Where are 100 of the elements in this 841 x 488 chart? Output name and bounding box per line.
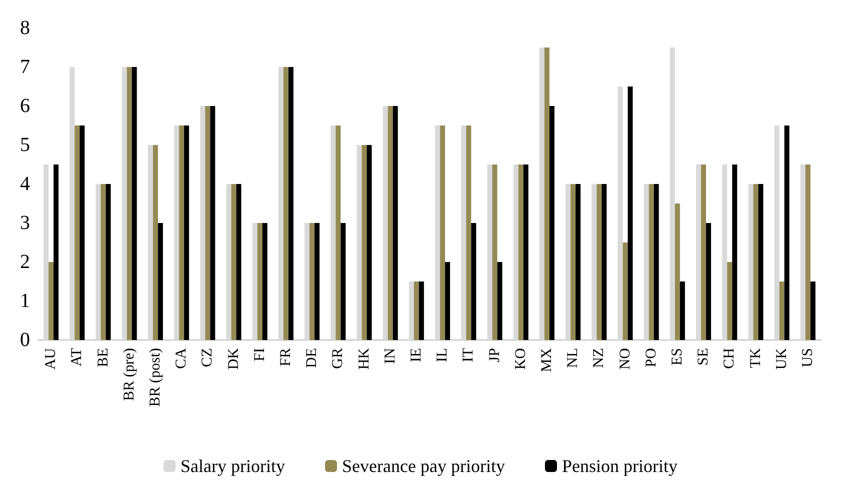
- bar: [576, 184, 581, 340]
- bar: [152, 145, 158, 340]
- bar: [445, 262, 450, 340]
- legend-label: Salary priority: [180, 456, 286, 476]
- x-tick-label: TK: [748, 348, 764, 368]
- x-tick-label: IT: [460, 348, 477, 362]
- legend-label: Pension priority: [562, 456, 678, 476]
- x-tick-label: CA: [174, 348, 190, 369]
- bar: [80, 126, 85, 340]
- bar: [544, 48, 550, 340]
- bar: [74, 126, 80, 340]
- bar: [340, 223, 346, 340]
- bar: [758, 184, 764, 340]
- bar: [784, 126, 790, 340]
- x-tick-label: FR: [278, 348, 294, 366]
- x-tick-label: AU: [43, 348, 60, 370]
- y-tick-label: 7: [20, 56, 30, 78]
- bar: [106, 184, 111, 340]
- bar: [654, 184, 659, 340]
- bar: [492, 164, 498, 340]
- bar: [362, 145, 367, 340]
- y-tick-label: 0: [20, 329, 30, 351]
- x-tick-label: KO: [512, 348, 529, 370]
- x-tick-label: DE: [304, 348, 320, 368]
- bar: [497, 262, 502, 340]
- y-tick-label: 3: [20, 212, 30, 234]
- x-tick-label: FI: [252, 348, 268, 362]
- bar: [466, 126, 472, 340]
- bar: [701, 164, 706, 340]
- bar: [753, 184, 758, 340]
- bar: [706, 223, 712, 340]
- bar: [570, 184, 576, 340]
- bar: [231, 184, 236, 340]
- x-tick-label: NL: [565, 348, 582, 368]
- bar: [158, 223, 163, 340]
- bar: [414, 282, 419, 340]
- bar: [596, 184, 602, 340]
- bar: [648, 184, 654, 340]
- bar: [674, 204, 680, 340]
- bar: [471, 223, 476, 340]
- bar: [628, 86, 633, 340]
- bar: [314, 223, 320, 340]
- bar: [810, 282, 816, 340]
- x-tick-label: UK: [774, 348, 790, 370]
- x-tick-label: CH: [722, 348, 738, 369]
- bar: [257, 223, 262, 340]
- bar: [440, 126, 446, 340]
- bar: [732, 164, 738, 340]
- y-tick-label: 5: [20, 134, 30, 156]
- bar: [210, 106, 216, 340]
- x-tick-label: BE: [95, 348, 112, 368]
- bar: [132, 67, 137, 340]
- x-tick-label: IN: [382, 348, 398, 364]
- y-tick-label: 1: [20, 290, 30, 312]
- bar: [54, 164, 59, 340]
- y-tick-label: 2: [20, 251, 30, 273]
- x-tick-label: US: [800, 348, 816, 368]
- bar: [288, 67, 294, 340]
- x-tick-label: BR (post): [147, 348, 164, 407]
- x-tick-label: NO: [617, 348, 634, 370]
- x-tick-label: AT: [69, 348, 86, 366]
- x-tick-label: NZ: [591, 348, 608, 368]
- bar: [100, 184, 106, 340]
- bar: [366, 145, 372, 340]
- x-tick-label: BR (pre): [121, 348, 138, 401]
- bar: [388, 106, 393, 340]
- bar: [622, 242, 628, 340]
- bar: [392, 106, 398, 340]
- bar: [126, 67, 132, 340]
- bar: [680, 282, 685, 340]
- bar: [523, 164, 528, 340]
- x-tick-label: GR: [330, 348, 346, 369]
- y-tick-label: 4: [20, 173, 30, 195]
- x-tick-label: SE: [696, 348, 712, 366]
- x-tick-label: JP: [486, 348, 503, 362]
- bar: [518, 164, 524, 340]
- bar: [805, 164, 810, 340]
- bar: [205, 106, 210, 340]
- bar: [549, 106, 554, 340]
- x-tick-label: HK: [356, 348, 372, 370]
- bar: [727, 262, 732, 340]
- legend-label: Severance pay priority: [342, 456, 505, 476]
- bar: [262, 223, 268, 340]
- bar: [418, 282, 424, 340]
- bar: [779, 282, 784, 340]
- x-tick-label: IE: [408, 348, 424, 362]
- bar: [283, 67, 288, 340]
- y-tick-label: 6: [20, 95, 30, 117]
- bar: [48, 262, 54, 340]
- bar: [336, 126, 341, 340]
- x-tick-label: MX: [538, 348, 555, 372]
- x-tick-label: CZ: [200, 348, 216, 368]
- x-tick-label: DK: [226, 348, 242, 370]
- x-tick-label: ES: [669, 348, 686, 366]
- bar: [602, 184, 607, 340]
- x-tick-label: PO: [643, 348, 660, 368]
- y-tick-label: 8: [20, 17, 30, 39]
- bar: [310, 223, 315, 340]
- bar: [179, 126, 184, 340]
- x-tick-label: IL: [434, 348, 451, 362]
